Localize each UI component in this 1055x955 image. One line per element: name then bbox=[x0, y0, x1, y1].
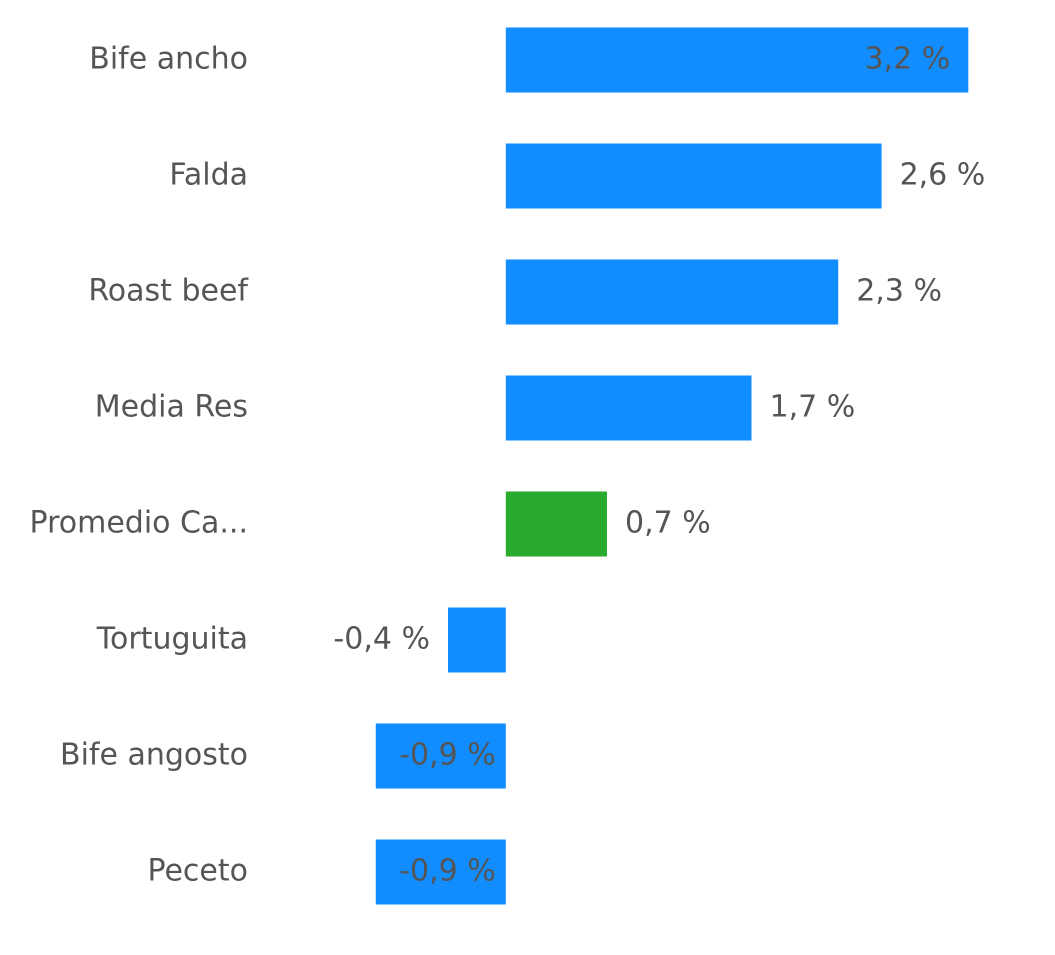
category-label: Bife ancho bbox=[89, 42, 248, 77]
data-label: -0,9 % bbox=[399, 738, 496, 773]
data-label: 0,7 % bbox=[625, 506, 711, 541]
bar bbox=[375, 839, 506, 905]
data-label: 1,7 % bbox=[770, 390, 856, 425]
data-label: -0,4 % bbox=[333, 622, 430, 657]
bar bbox=[375, 723, 506, 789]
data-label: 3,2 % bbox=[865, 42, 951, 77]
bar bbox=[505, 259, 839, 325]
bar bbox=[505, 27, 969, 93]
bar bbox=[505, 491, 607, 557]
bar bbox=[505, 143, 882, 209]
category-label: Falda bbox=[169, 158, 248, 193]
category-label: Bife angosto bbox=[60, 738, 248, 773]
category-label: Promedio Ca... bbox=[30, 506, 248, 541]
category-label: Peceto bbox=[147, 854, 248, 889]
data-label: 2,3 % bbox=[856, 274, 942, 309]
data-label: 2,6 % bbox=[900, 158, 986, 193]
bar bbox=[448, 607, 506, 673]
data-label: -0,9 % bbox=[399, 854, 496, 889]
category-label: Tortuguita bbox=[96, 622, 248, 657]
category-label: Media Res bbox=[95, 390, 248, 425]
category-label: Roast beef bbox=[88, 274, 249, 309]
bar bbox=[505, 375, 752, 441]
